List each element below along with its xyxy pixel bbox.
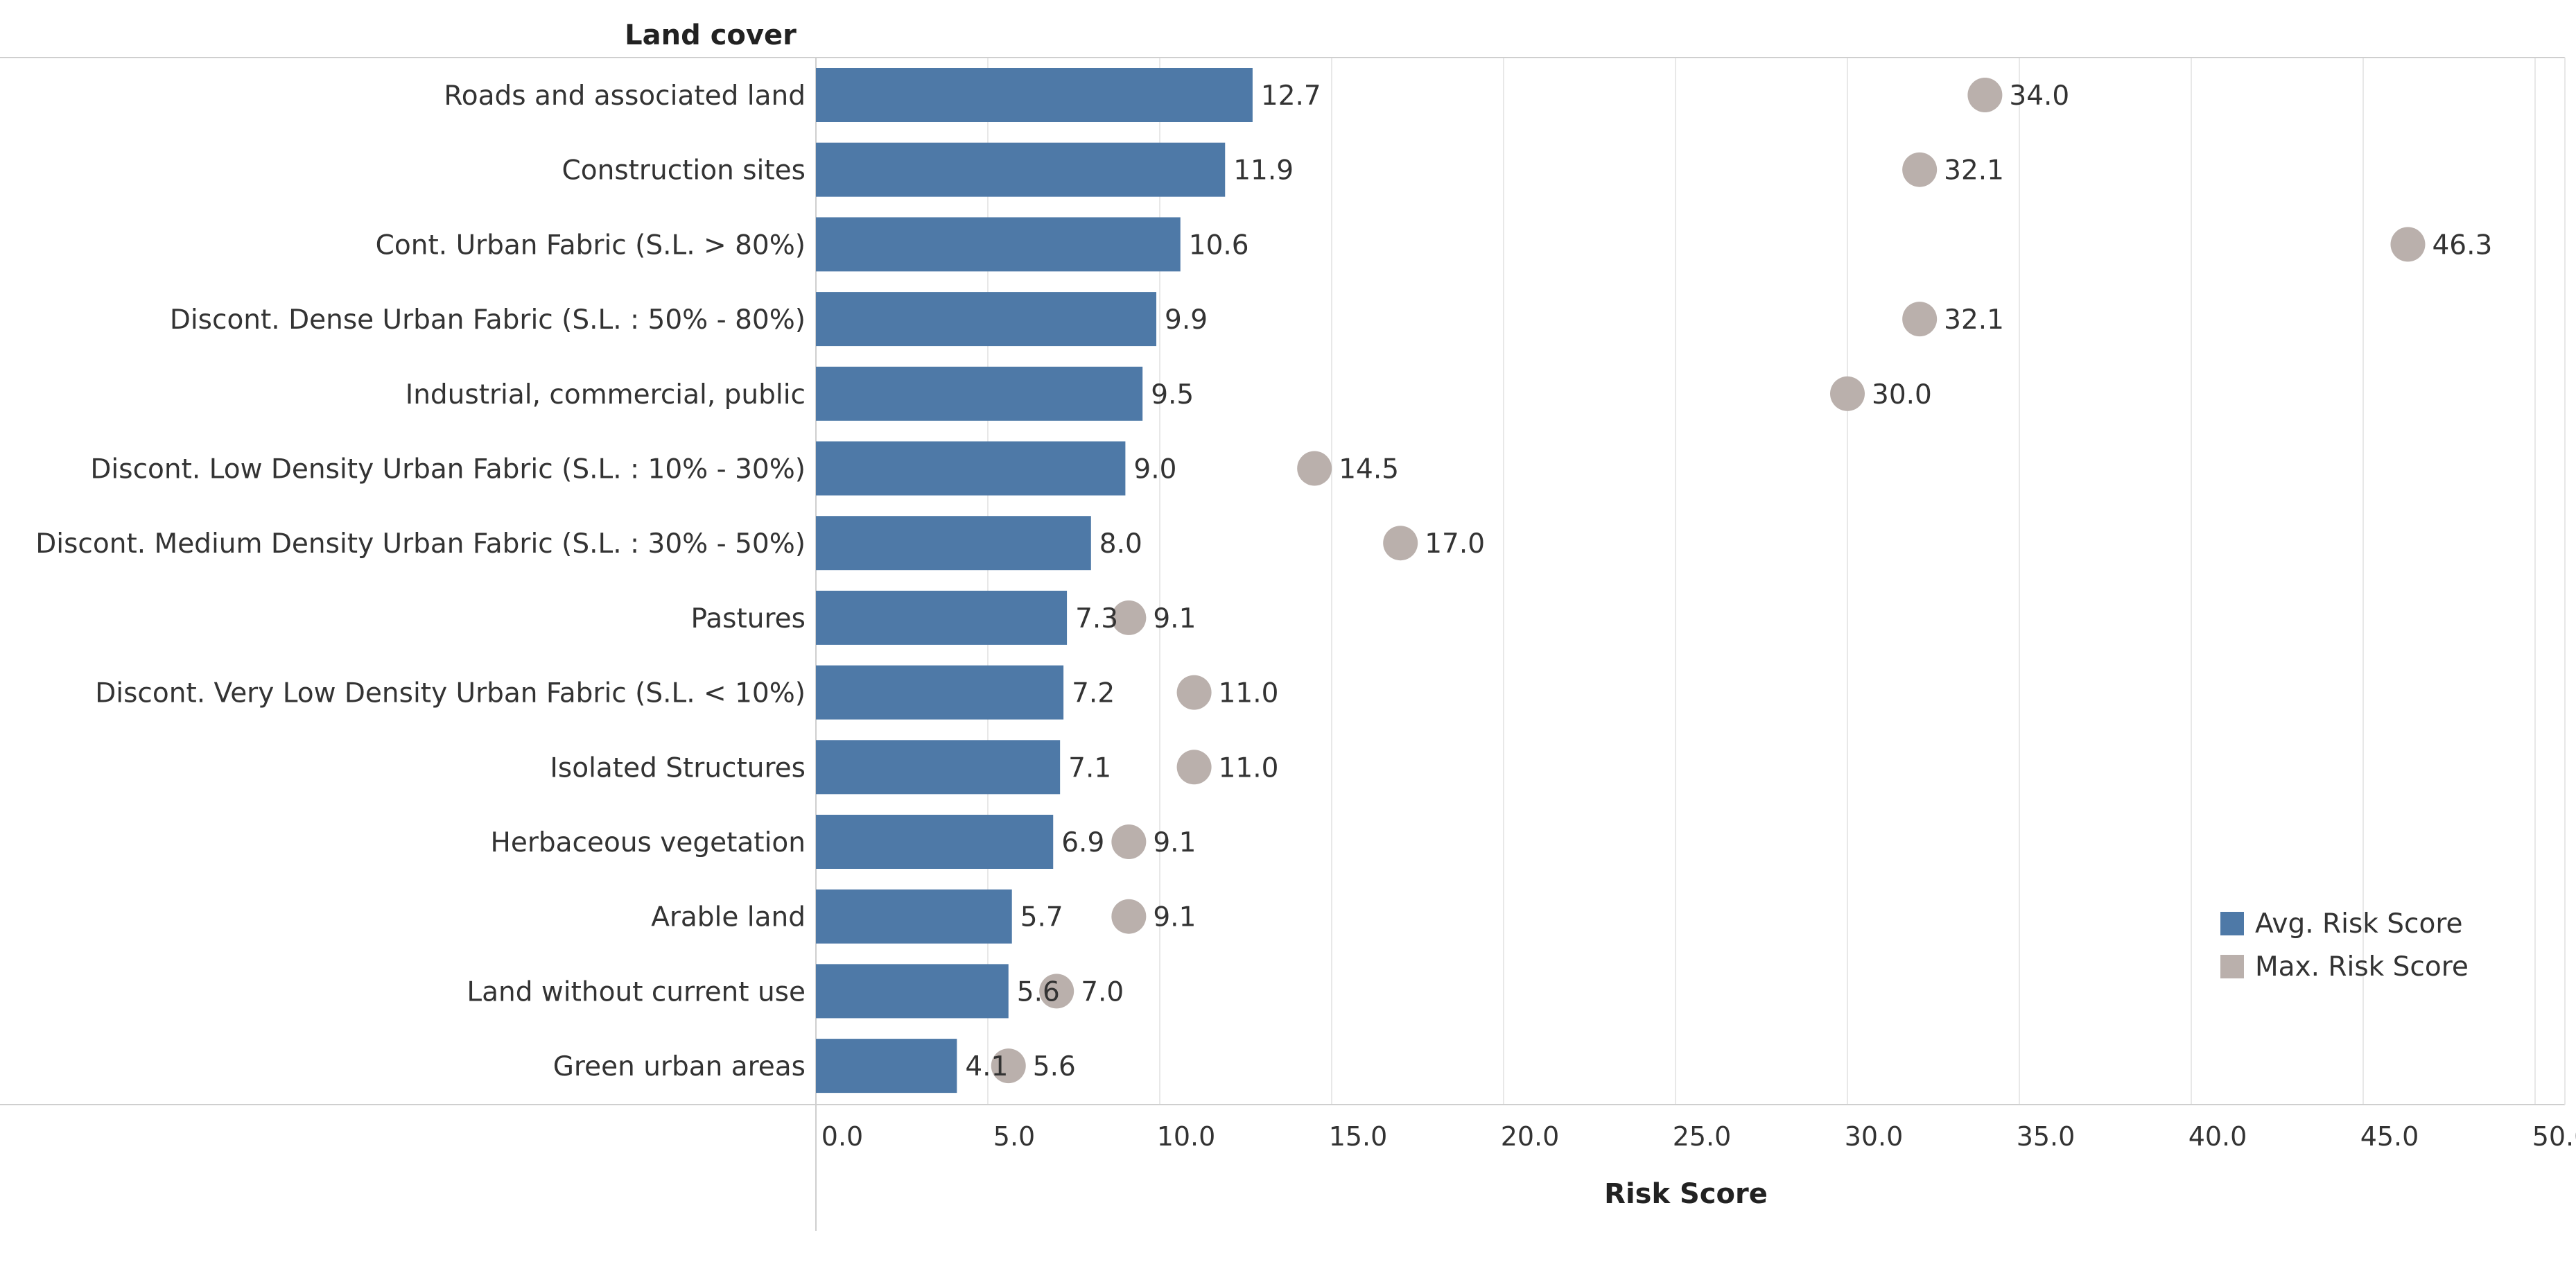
avg-value-label: 8.0 [1099, 528, 1142, 560]
avg-value-label: 10.6 [1189, 230, 1249, 261]
category-label: Pastures [691, 603, 806, 634]
max-risk-dots [991, 78, 2426, 1084]
category-label: Land without current use [467, 976, 806, 1008]
max-risk-dot [1967, 78, 2003, 112]
avg-value-label: 5.6 [1017, 976, 1060, 1008]
max-risk-dot [1902, 302, 1938, 337]
avg-risk-bar [816, 815, 1054, 869]
max-value-label: 9.1 [1153, 902, 1196, 933]
avg-risk-bar [816, 68, 1253, 122]
max-value-label: 5.6 [1033, 1051, 1076, 1082]
gridlines [987, 58, 2536, 1105]
avg-risk-bar [816, 590, 1068, 645]
x-tick-label: 0.0 [821, 1121, 863, 1152]
max-risk-dot [1297, 451, 1332, 486]
avg-value-label: 11.9 [1233, 155, 1294, 187]
avg-value-label: 7.3 [1075, 603, 1118, 634]
avg-value-label: 9.5 [1151, 379, 1194, 410]
legend: Avg. Risk Score Max. Risk Score [2220, 908, 2469, 983]
legend-swatch-max [2220, 955, 2244, 978]
category-label: Arable land [651, 902, 806, 933]
max-risk-dot [1176, 675, 1212, 710]
max-value-label: 11.0 [1219, 752, 1279, 784]
max-value-label: 9.1 [1153, 603, 1196, 634]
max-value-label: 14.5 [1339, 454, 1399, 485]
max-risk-dot [991, 1048, 1026, 1084]
avg-risk-bar [816, 292, 1157, 347]
max-value-label: 17.0 [1425, 528, 1485, 560]
avg-risk-bar [816, 889, 1012, 944]
category-label: Discont. Medium Density Urban Fabric (S.… [35, 528, 806, 560]
max-value-label: 11.0 [1219, 678, 1279, 709]
max-risk-dot [1111, 899, 1147, 934]
category-label: Discont. Very Low Density Urban Fabric (… [95, 678, 806, 709]
avg-value-label: 9.0 [1133, 454, 1176, 485]
x-tick-label: 25.0 [1673, 1121, 1732, 1152]
max-risk-dot [1383, 526, 1418, 561]
max-value-label: 34.0 [2009, 80, 2069, 112]
max-risk-dot [1902, 152, 1938, 187]
max-risk-dot [1176, 750, 1212, 785]
category-label: Construction sites [562, 155, 806, 187]
legend-label-avg: Avg. Risk Score [2255, 908, 2463, 940]
x-tick-label: 30.0 [1845, 1121, 1904, 1152]
max-risk-dot [1830, 376, 1865, 411]
avg-risk-bar [816, 366, 1143, 421]
avg-risk-bar [816, 142, 1226, 197]
category-label: Green urban areas [553, 1051, 806, 1082]
category-label: Herbaceous vegetation [491, 827, 806, 858]
legend-label-max: Max. Risk Score [2255, 951, 2469, 983]
avg-value-label: 5.7 [1020, 902, 1063, 933]
category-label: Industrial, commercial, public [406, 379, 806, 410]
x-tick-label: 15.0 [1329, 1121, 1388, 1152]
avg-risk-bar [816, 217, 1181, 272]
max-value-label: 46.3 [2432, 230, 2492, 261]
max-value-label: 30.0 [1872, 379, 1932, 410]
x-tick-label: 20.0 [1501, 1121, 1560, 1152]
avg-risk-bar [816, 665, 1064, 720]
row-header: Land cover [625, 19, 797, 51]
labels: Land cover Roads and associated land 12.7 3… [35, 19, 2576, 1210]
avg-risk-bar [816, 740, 1061, 795]
max-risk-dot [1039, 974, 1074, 1009]
avg-risk-bars [816, 68, 1253, 1094]
x-tick-label: 10.0 [1157, 1121, 1216, 1152]
x-tick-label: 45.0 [2360, 1121, 2419, 1152]
category-label: Cont. Urban Fabric (S.L. > 80%) [376, 230, 806, 261]
avg-value-label: 7.1 [1068, 752, 1111, 784]
x-tick-label: 40.0 [2188, 1121, 2247, 1152]
max-value-label: 7.0 [1081, 976, 1124, 1008]
avg-risk-bar [816, 441, 1126, 496]
avg-value-label: 6.9 [1061, 827, 1104, 858]
avg-risk-bar [816, 516, 1091, 571]
avg-value-label: 4.1 [965, 1051, 1008, 1082]
x-tick-label: 35.0 [2017, 1121, 2075, 1152]
max-risk-dot [1111, 824, 1147, 859]
legend-swatch-avg [2220, 912, 2244, 935]
category-label: Discont. Dense Urban Fabric (S.L. : 50% … [170, 304, 806, 336]
max-value-label: 32.1 [1944, 155, 2004, 187]
category-label: Roads and associated land [444, 80, 806, 112]
category-label: Discont. Low Density Urban Fabric (S.L. … [90, 454, 806, 485]
x-tick-label: 50.0 [2532, 1121, 2576, 1152]
max-risk-dot [2390, 227, 2426, 262]
x-tick-label: 5.0 [993, 1121, 1035, 1152]
max-value-label: 9.1 [1153, 827, 1196, 858]
max-risk-dot [1111, 600, 1147, 635]
max-value-label: 32.1 [1944, 304, 2004, 336]
x-axis-title: Risk Score [1604, 1178, 1768, 1210]
avg-value-label: 9.9 [1165, 304, 1208, 336]
avg-risk-bar [816, 964, 1009, 1019]
avg-risk-bar [816, 1039, 957, 1094]
avg-value-label: 7.2 [1072, 678, 1115, 709]
avg-value-label: 12.7 [1261, 80, 1321, 112]
category-label: Isolated Structures [550, 752, 806, 784]
